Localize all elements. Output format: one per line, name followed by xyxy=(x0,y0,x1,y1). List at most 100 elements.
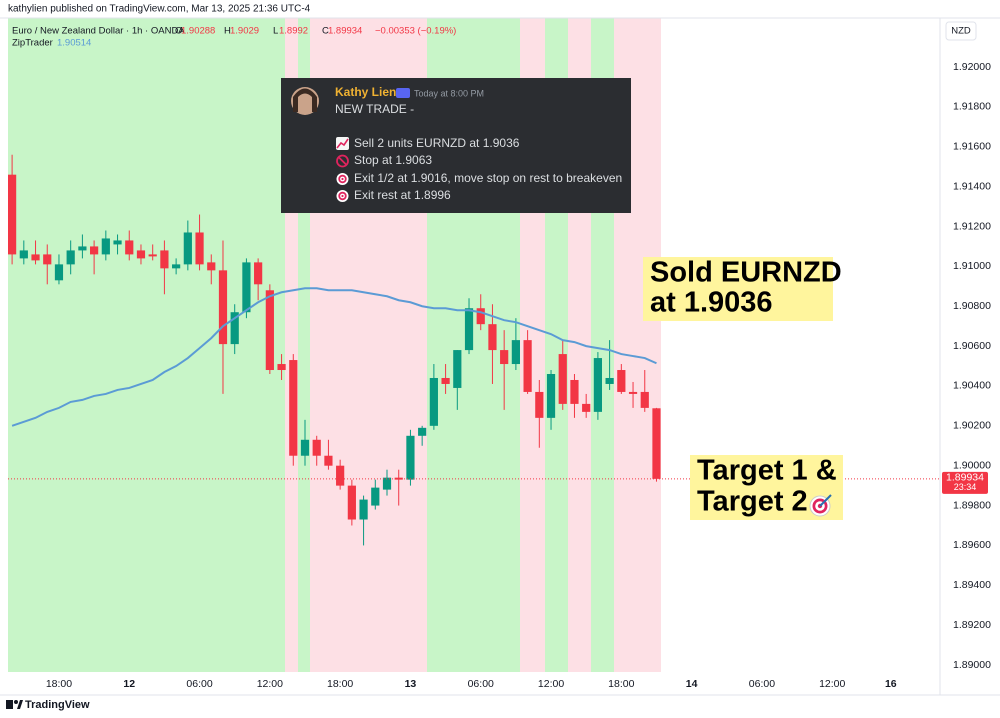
ohlc-value: 1.9029 xyxy=(230,26,259,37)
y-tick-label: 1.89200 xyxy=(953,619,991,631)
x-tick-label: 18:00 xyxy=(608,678,634,690)
x-tick-label: 12 xyxy=(123,678,135,690)
currency-box[interactable] xyxy=(945,21,977,41)
band xyxy=(8,18,285,672)
icon-stop-bar xyxy=(338,156,347,166)
icon-target xyxy=(336,190,349,202)
publisher: kathylien published on TradingView.com, … xyxy=(8,4,311,15)
x-tick-label: 14 xyxy=(686,678,698,690)
candle-body xyxy=(523,340,532,392)
candle-body xyxy=(218,270,228,345)
ohlc-value: 1.89934 xyxy=(328,26,362,37)
chart-title: Euro / New Zealand Dollar · 1h · OANDA xyxy=(12,26,185,37)
y-tick-label: 1.90800 xyxy=(953,300,991,312)
candle-body xyxy=(300,439,310,456)
candle-body xyxy=(19,250,28,259)
ohlc-value: 1.90288 xyxy=(181,26,215,37)
candle-body xyxy=(31,254,40,261)
annotation-box xyxy=(643,257,833,321)
footer: TradingView xyxy=(6,699,90,711)
logo xyxy=(14,700,18,704)
candle-body xyxy=(511,340,520,365)
candle-body xyxy=(195,232,204,265)
y-tick-label: 1.89000 xyxy=(953,659,991,671)
candle-body xyxy=(476,308,485,325)
logo xyxy=(17,700,23,709)
y-tick-label: 1.91400 xyxy=(953,180,991,192)
candle-body xyxy=(183,232,192,265)
candle-body xyxy=(312,439,321,456)
candle-body xyxy=(254,262,263,285)
annotation: Sold EURNZD at 1.9036 xyxy=(643,257,842,321)
y-tick-label: 1.90400 xyxy=(953,380,991,392)
message-card: Kathy Lien Today at 8:00 PM NEW TRADE - … xyxy=(281,78,631,213)
candle-body xyxy=(382,477,392,490)
indicator-line xyxy=(11,287,657,427)
countdown: 23:34 xyxy=(954,482,977,492)
candle-body xyxy=(464,308,474,351)
candle-body xyxy=(406,435,415,480)
candle-body xyxy=(66,250,75,265)
icon-chart-line xyxy=(336,138,349,149)
candle-body xyxy=(8,174,17,255)
price-label-bg xyxy=(942,471,988,494)
candle-body xyxy=(546,374,556,418)
message-line: Sell 2 units EURNZD at 1.9036 xyxy=(354,136,520,150)
candle-body xyxy=(242,262,251,313)
annotation: Target 1 & Target 2 xyxy=(690,455,843,520)
change: −0.00353 (−0.19%) xyxy=(375,26,456,37)
candle-body xyxy=(101,238,110,255)
y-tick-label: 1.90000 xyxy=(953,459,991,471)
candle-body xyxy=(617,370,626,392)
x-tick-label: 18:00 xyxy=(327,678,353,690)
candle-body xyxy=(160,250,169,269)
candle-body xyxy=(582,403,591,412)
y-tick-label: 1.89400 xyxy=(953,579,991,591)
candle-body xyxy=(605,377,614,384)
candle-body xyxy=(207,262,216,271)
candle-body xyxy=(125,240,134,255)
candle-body xyxy=(347,485,356,520)
candle-body xyxy=(277,364,286,371)
y-tick-label: 1.91800 xyxy=(953,101,991,113)
candle-body xyxy=(54,264,64,281)
candle-body xyxy=(359,499,368,520)
y-tick-label: 1.91600 xyxy=(953,141,991,153)
x-tick-label: 06:00 xyxy=(749,678,775,690)
candle-body xyxy=(418,427,427,436)
message-time: Today at 8:00 PM xyxy=(414,88,484,98)
candle-body xyxy=(148,254,157,257)
candle-body xyxy=(90,246,99,255)
candle-body xyxy=(628,391,638,394)
y-tick-label: 1.89600 xyxy=(953,539,991,551)
candle-body xyxy=(265,290,274,371)
candle-body xyxy=(289,360,298,456)
x-tick-label: 06:00 xyxy=(468,678,494,690)
x-tick-label: 18:00 xyxy=(46,678,72,690)
message-heading: NEW TRADE - xyxy=(335,102,414,116)
logo xyxy=(6,700,13,709)
y-tick-label: 1.91000 xyxy=(953,260,991,272)
x-tick-label: 16 xyxy=(885,678,897,690)
x-tick-label: 06:00 xyxy=(186,678,212,690)
message-line: Stop at 1.9063 xyxy=(354,153,432,167)
candle-body xyxy=(652,408,661,479)
footer-text: TradingView xyxy=(25,699,90,711)
candle-body xyxy=(43,254,52,265)
ohlc-letter: H xyxy=(224,26,231,37)
candle-body xyxy=(441,377,450,384)
y-tick-label: 1.91200 xyxy=(953,220,991,232)
y-tick-label: 1.89800 xyxy=(953,499,991,511)
x-tick-label: 12:00 xyxy=(819,678,845,690)
candle-body xyxy=(500,350,509,365)
indicator-name: ZipTrader xyxy=(12,38,53,49)
icon-target xyxy=(336,173,349,185)
message-line: Exit rest at 1.8996 xyxy=(354,188,451,202)
y-tick-label: 1.90600 xyxy=(953,340,991,352)
candle-body xyxy=(172,264,181,269)
annotation-text: at 1.9036 xyxy=(650,287,773,319)
currency[interactable]: NZD xyxy=(951,26,971,37)
candle-body xyxy=(324,455,333,466)
candle-body xyxy=(113,240,122,245)
